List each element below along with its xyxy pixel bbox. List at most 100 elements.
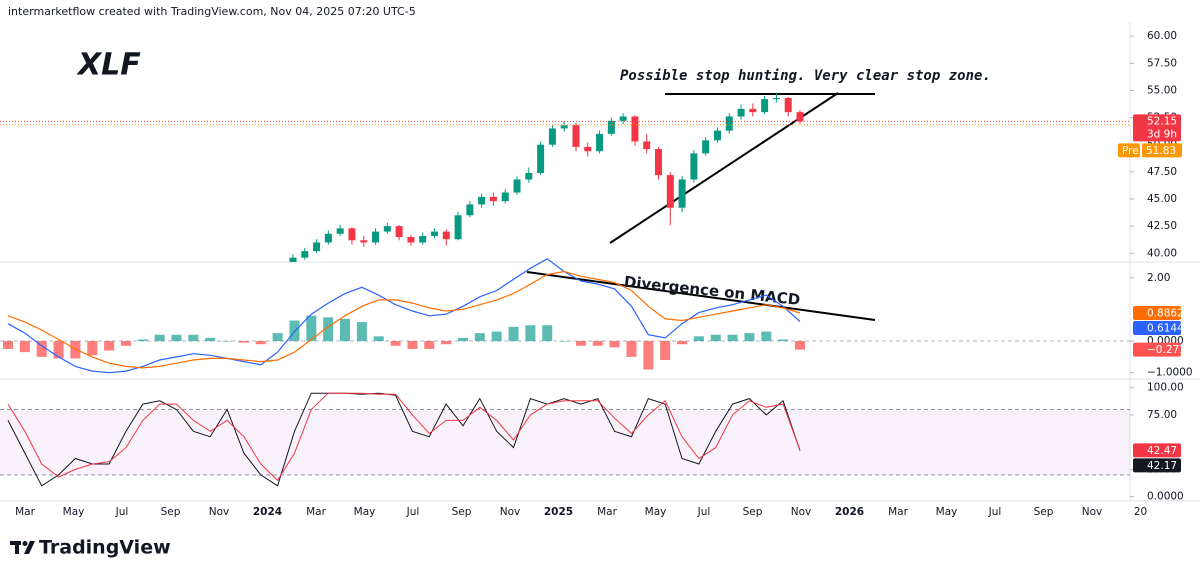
y-tick-label: 100.00 (1147, 382, 1184, 394)
candle-body (525, 172, 533, 180)
candle-body (643, 141, 651, 150)
x-tick-label: Mar (306, 506, 326, 518)
histogram-bar (137, 339, 148, 342)
annotation: Possible stop hunting. Very clear stop z… (620, 68, 991, 84)
x-tick-label: Sep (1034, 506, 1054, 518)
stoch-line (7, 392, 801, 487)
histogram-bar (171, 334, 182, 342)
histogram-bar (356, 322, 367, 342)
histogram-bar (120, 341, 131, 346)
footer-brand: TradingView (39, 537, 171, 559)
candle-body (489, 196, 497, 202)
histogram-bar (222, 341, 233, 342)
histogram-bar (693, 336, 704, 342)
x-tick-label: Nov (791, 506, 812, 518)
histogram-bar (306, 315, 317, 342)
y-tick-label: 2.00 (1147, 272, 1170, 284)
pre-tag-box (1118, 143, 1140, 158)
candle-body (713, 130, 721, 141)
y-tick-label: 60.00 (1147, 30, 1177, 42)
histogram-bar (778, 339, 789, 342)
x-tick-label: Jul (115, 506, 129, 518)
histogram-bar (424, 341, 435, 349)
x-tick-label: Jul (406, 506, 420, 518)
header: intermarketflow created with TradingView… (8, 5, 416, 18)
price-label: 0.6144 (1147, 323, 1184, 335)
x-tick-label: 2025 (544, 506, 573, 518)
candle-body (442, 231, 450, 240)
histogram-bar (609, 341, 620, 348)
y-tick-label: 0.0000 (1147, 491, 1184, 503)
histogram-bar (508, 326, 519, 342)
histogram-bar (575, 341, 586, 346)
x-tick-label: Mar (15, 506, 35, 518)
price-label: 0.8862 (1147, 308, 1184, 320)
price-label-box (1142, 143, 1182, 158)
histogram-bar (474, 333, 485, 342)
candle-body (725, 116, 733, 131)
histogram-bar (53, 341, 64, 359)
logo (10, 541, 35, 554)
histogram-bar (491, 331, 502, 342)
x-tick-label: 2024 (253, 506, 282, 518)
price-label: 42.47 (1147, 445, 1177, 457)
candle-body (572, 125, 580, 147)
histogram-bar (559, 341, 570, 342)
y-tick-label: 55.00 (1147, 84, 1177, 96)
x-tick-label: Nov (500, 506, 521, 518)
candle-body (407, 237, 415, 243)
histogram-bar (238, 341, 249, 343)
histogram-bar (3, 341, 13, 349)
price-label-box (1133, 306, 1181, 321)
histogram-bar (525, 325, 536, 342)
pre-tag: Pre (1122, 145, 1139, 157)
candle-body (548, 128, 556, 145)
histogram-bar (441, 341, 452, 345)
candle-body (501, 192, 509, 202)
candle-body (313, 242, 321, 252)
candle-body (454, 215, 462, 240)
histogram-bar (255, 341, 266, 345)
histogram-bar (154, 334, 165, 342)
histogram-bar (323, 317, 334, 342)
candles (289, 92, 804, 262)
candle-body (560, 125, 568, 129)
candle-body (336, 228, 344, 234)
candle-body (784, 98, 792, 113)
macd-line (7, 270, 801, 369)
x-tick-label: May (645, 506, 667, 518)
trend-line (609, 92, 839, 244)
chart-title: XLF (76, 48, 141, 83)
y-tick-label: 42.50 (1147, 220, 1177, 232)
histogram-bar (660, 341, 671, 361)
candle-body (395, 226, 403, 238)
histogram-bar (104, 341, 115, 351)
price-label: 42.17 (1147, 460, 1177, 472)
histogram-bar (188, 334, 199, 342)
price-label-box (1133, 114, 1181, 142)
price-label: 51.83 (1146, 145, 1176, 157)
histogram-bar (373, 336, 384, 342)
candle-body (737, 108, 745, 117)
histogram-bar (19, 341, 30, 353)
candle-body (655, 149, 663, 176)
candle-body (678, 179, 686, 208)
x-tick-label: Nov (1082, 506, 1103, 518)
histogram-bar (457, 337, 468, 342)
histogram-bar (407, 341, 418, 349)
x-tick-label: Sep (161, 506, 181, 518)
x-tick-label: Mar (597, 506, 617, 518)
candle-body (761, 99, 769, 113)
candle-body (749, 108, 757, 113)
candle-body (301, 251, 309, 258)
histogram-bar (70, 341, 81, 359)
x-tick-label: Jul (988, 506, 1002, 518)
candle-body (324, 233, 332, 243)
annotation: Divergence on MACD (623, 273, 801, 309)
candle-body (478, 196, 486, 205)
histogram-bar (272, 333, 283, 342)
histogram-bar (677, 341, 688, 345)
histogram-bar (744, 333, 755, 342)
x-tick-label: 20 (1134, 506, 1147, 518)
